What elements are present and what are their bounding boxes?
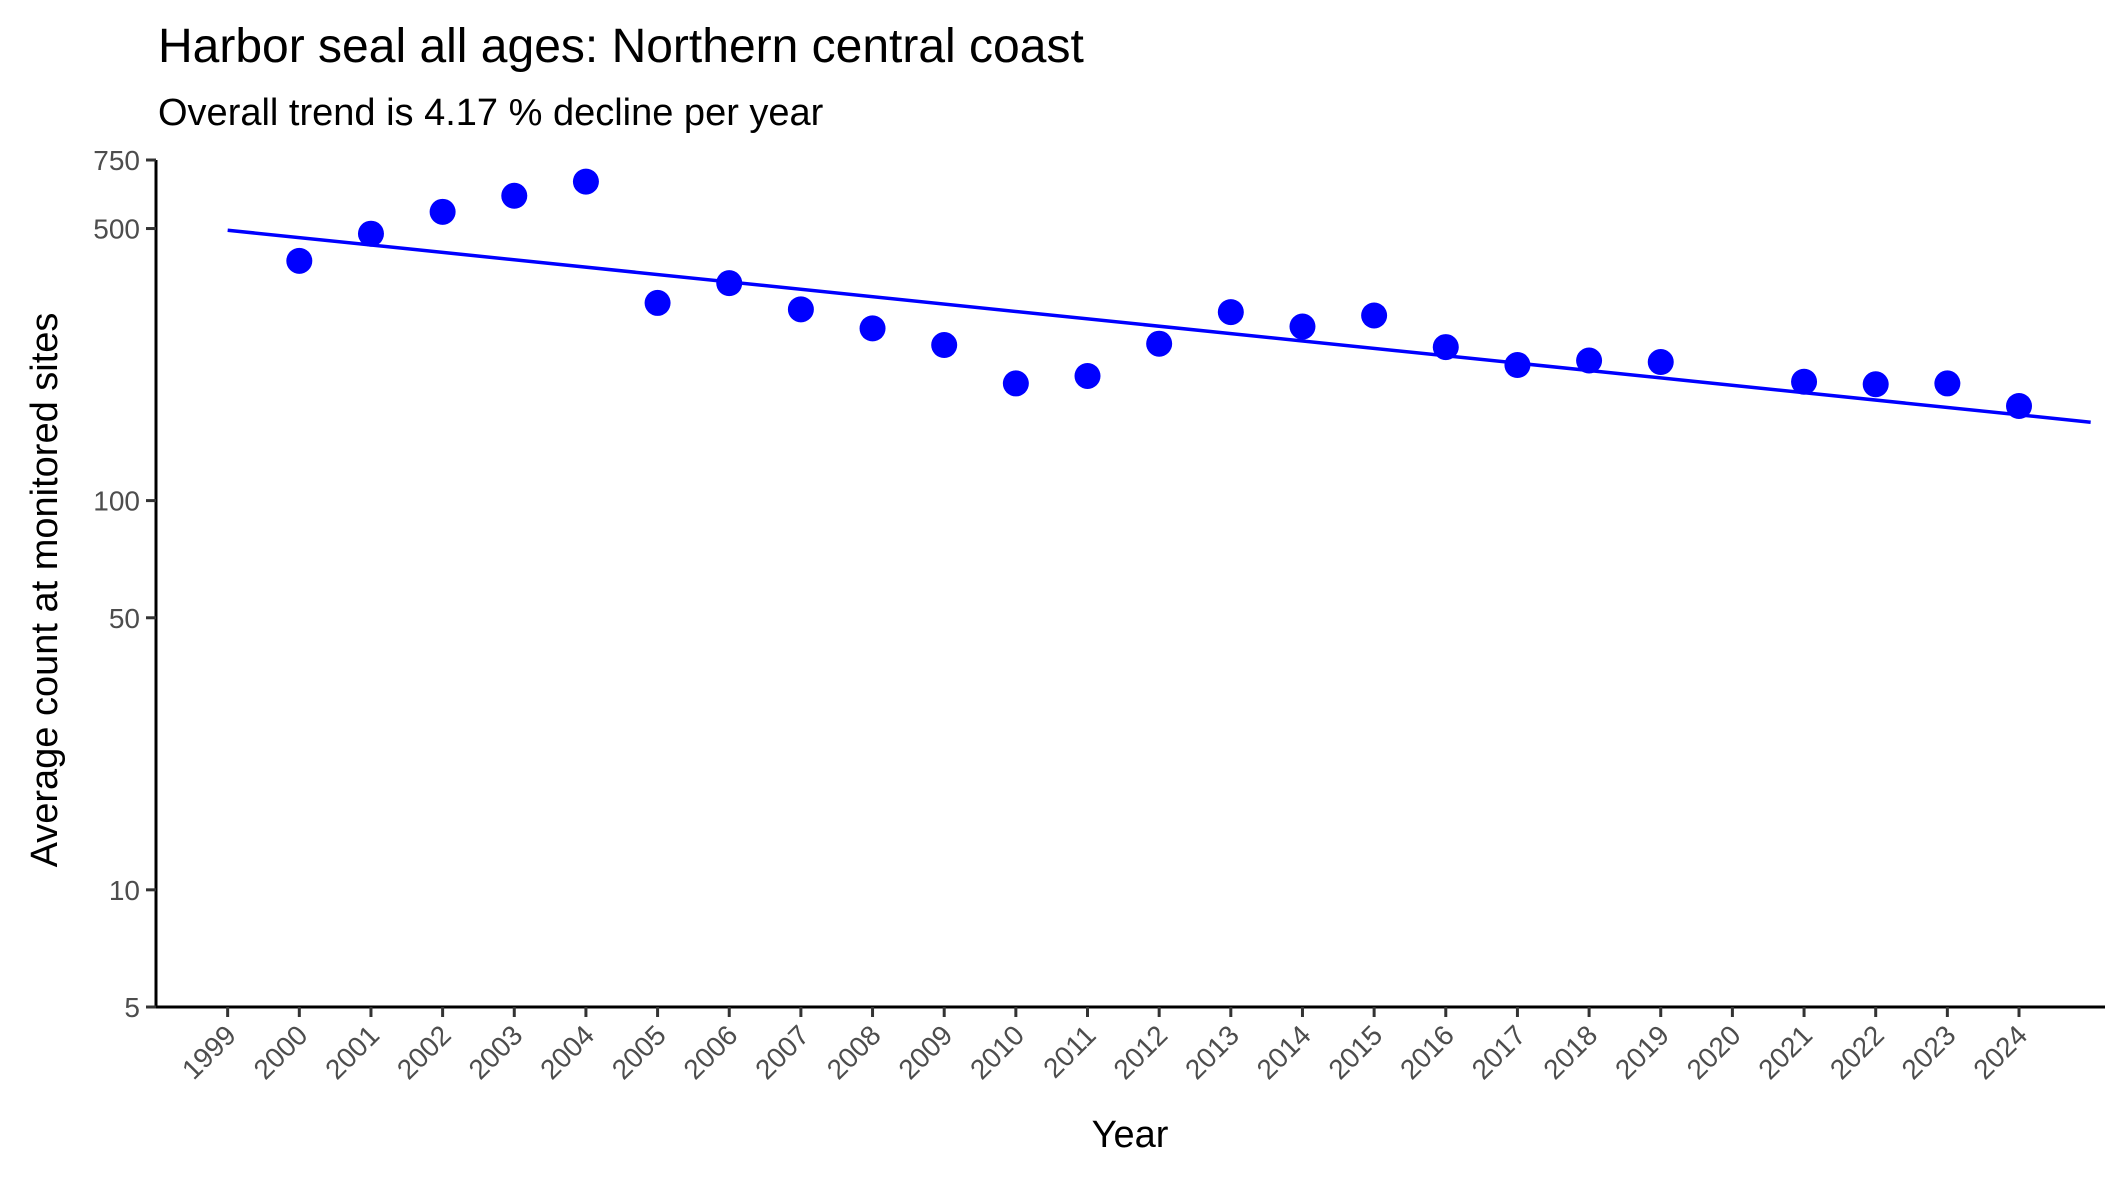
x-tick-label: 2006 xyxy=(678,1019,744,1085)
x-tick-label: 2023 xyxy=(1896,1019,1962,1085)
x-tick-label: 2021 xyxy=(1752,1019,1818,1085)
x-tick-label: 2019 xyxy=(1609,1019,1675,1085)
data-point xyxy=(1576,347,1603,374)
trend-line xyxy=(227,228,2091,424)
data-point xyxy=(716,270,743,297)
data-point xyxy=(644,289,671,316)
data-point xyxy=(1934,370,1961,397)
data-point xyxy=(572,168,599,195)
x-tick-label: 2007 xyxy=(749,1019,815,1085)
x-tick-label: 2020 xyxy=(1681,1019,1747,1085)
y-tick-label: 10 xyxy=(109,875,140,906)
x-tick-label: 2011 xyxy=(1037,1019,1102,1084)
x-tick-label: 2024 xyxy=(1967,1019,2033,1085)
y-tick-label: 100 xyxy=(93,486,140,517)
data-point xyxy=(2006,393,2033,420)
x-tick-label: 2000 xyxy=(248,1019,314,1085)
x-tick-label: 2015 xyxy=(1322,1019,1388,1085)
x-tick-label: 2022 xyxy=(1824,1019,1890,1085)
x-tick-label: 2017 xyxy=(1466,1019,1532,1085)
data-point xyxy=(286,247,313,274)
x-tick-label: 2013 xyxy=(1179,1019,1245,1085)
x-axis-title: Year xyxy=(1092,1114,1169,1156)
data-point xyxy=(859,315,886,342)
data-point xyxy=(787,296,814,323)
x-tick-label: 1999 xyxy=(176,1019,242,1085)
chart-subtitle: Overall trend is 4.17 % decline per year xyxy=(158,92,824,134)
y-tick-label: 5 xyxy=(124,992,140,1023)
x-tick-label: 2003 xyxy=(463,1019,529,1085)
data-point xyxy=(1791,368,1818,395)
x-tick-label: 2001 xyxy=(319,1019,385,1085)
data-point xyxy=(1217,299,1244,326)
data-point xyxy=(1647,349,1674,376)
y-axis-title: Average count at monitored sites xyxy=(24,313,66,868)
data-point xyxy=(1504,352,1531,379)
chart-title: Harbor seal all ages: Northern central c… xyxy=(158,20,1084,73)
points-layer xyxy=(286,168,2033,420)
x-tick-label: 2016 xyxy=(1394,1019,1460,1085)
data-point xyxy=(1361,302,1388,329)
data-point xyxy=(1074,362,1101,389)
x-ticks: 1999 2000 2001 2002 2003 2004 2005 2006 2007 2008… xyxy=(176,1007,2033,1085)
data-point xyxy=(1002,370,1029,397)
data-point xyxy=(931,332,958,359)
data-point xyxy=(357,220,384,247)
x-tick-label: 2018 xyxy=(1537,1019,1603,1085)
data-point xyxy=(429,198,456,225)
y-ticks: 5 10 50 100 500 750 xyxy=(93,145,156,1023)
trend-layer xyxy=(227,228,2091,424)
data-point xyxy=(1862,371,1889,398)
data-point xyxy=(1146,330,1173,357)
y-tick-label: 750 xyxy=(93,145,140,176)
x-tick-label: 2002 xyxy=(391,1019,457,1085)
x-tick-label: 2010 xyxy=(964,1019,1030,1085)
x-tick-label: 2005 xyxy=(606,1019,672,1085)
data-point xyxy=(1432,334,1459,361)
y-tick-label: 500 xyxy=(93,214,140,245)
x-tick-label: 2004 xyxy=(534,1019,600,1085)
data-point xyxy=(1289,313,1316,340)
x-tick-label: 2009 xyxy=(892,1019,958,1085)
x-tick-label: 2012 xyxy=(1107,1019,1173,1085)
data-point xyxy=(501,182,528,209)
y-tick-label: 50 xyxy=(109,603,140,634)
x-tick-label: 2014 xyxy=(1251,1019,1317,1085)
x-tick-label: 2008 xyxy=(821,1019,887,1085)
